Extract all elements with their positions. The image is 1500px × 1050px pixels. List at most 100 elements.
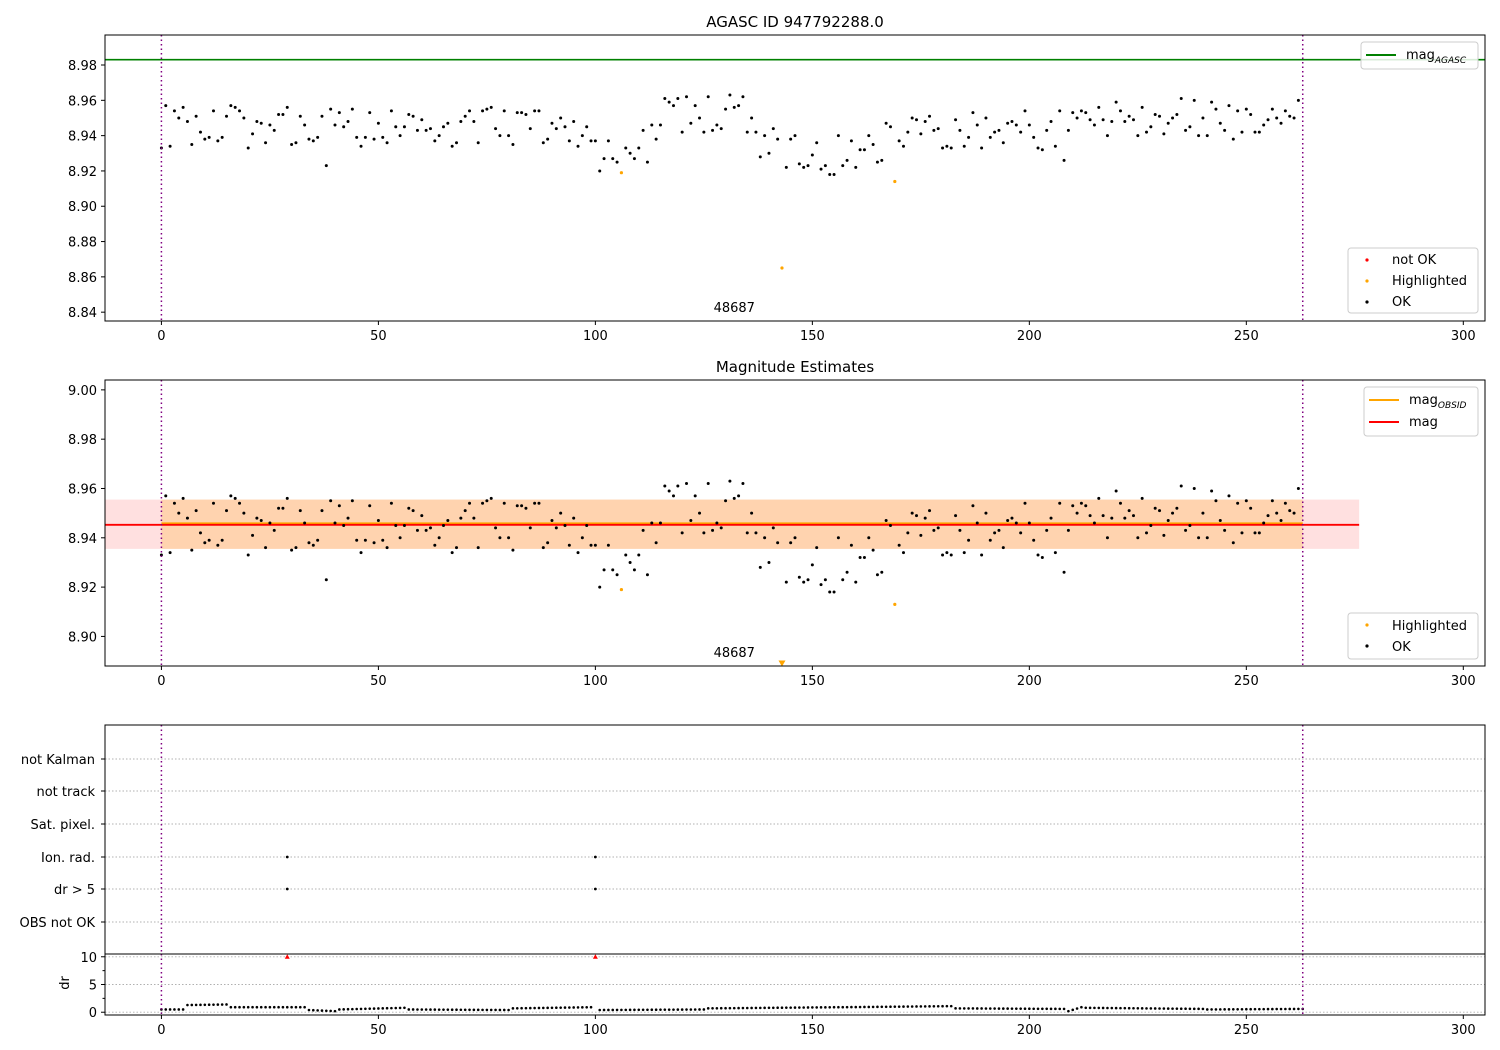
- ok-point: [802, 165, 806, 169]
- ok-point: [580, 134, 584, 138]
- dr-point: [1158, 1007, 1161, 1010]
- dr-point: [186, 1003, 189, 1007]
- dr-point: [290, 1005, 293, 1009]
- ok-point: [355, 135, 359, 139]
- ok-point: [1010, 516, 1014, 520]
- ok-point: [988, 538, 992, 542]
- dr-point: [962, 1007, 966, 1010]
- dr-point: [919, 1005, 923, 1008]
- ok-point: [350, 499, 354, 503]
- dr-point: [1218, 1008, 1222, 1011]
- ok-point: [954, 118, 958, 122]
- ok-point: [1136, 536, 1140, 540]
- ok-point: [954, 514, 958, 518]
- dr-point: [207, 1003, 211, 1007]
- ok-point: [645, 573, 649, 577]
- ok-point: [272, 128, 276, 132]
- ok-point: [520, 111, 524, 115]
- ok-point: [680, 531, 684, 535]
- dr-point: [1058, 1007, 1062, 1011]
- ok-point: [936, 127, 940, 131]
- ok-point: [828, 590, 832, 594]
- ok-point: [654, 541, 658, 545]
- dr-point: [1136, 1006, 1140, 1010]
- dr-point: [1214, 1008, 1218, 1011]
- dr-point: [1075, 1007, 1079, 1010]
- ok-point: [875, 160, 879, 164]
- dr-point: [177, 1008, 181, 1011]
- ok-point: [741, 482, 745, 486]
- dr-point: [763, 1006, 766, 1010]
- ok-point: [1201, 116, 1205, 120]
- ok-point: [1270, 499, 1274, 503]
- ok-point: [719, 526, 723, 530]
- x-tick-label: 150: [800, 1023, 825, 1038]
- x-tick-label: 300: [1451, 1023, 1476, 1038]
- ok-point: [1188, 523, 1192, 527]
- dr-point: [1232, 1008, 1235, 1011]
- dr-point: [607, 1008, 610, 1012]
- ok-point: [1105, 134, 1109, 138]
- ok-point: [967, 538, 971, 542]
- ok-point: [498, 134, 502, 138]
- ok-point: [468, 501, 472, 505]
- ok-point: [784, 165, 788, 169]
- dr-point: [576, 1006, 580, 1009]
- ok-point: [441, 523, 445, 527]
- ok-point: [229, 104, 233, 108]
- ok-point: [550, 121, 554, 125]
- dr-point: [398, 1006, 402, 1010]
- dr-point: [550, 1006, 554, 1010]
- ok-point: [1084, 111, 1088, 115]
- dr-point: [980, 1007, 983, 1010]
- ok-point: [593, 543, 597, 547]
- ok-point: [1123, 516, 1127, 520]
- ok-point: [381, 135, 385, 139]
- ok-point: [563, 125, 567, 129]
- flag-point: [593, 887, 597, 891]
- dr-point: [303, 1005, 306, 1009]
- ok-point: [750, 116, 754, 120]
- dr-point: [715, 1006, 719, 1010]
- ok-point: [845, 570, 849, 574]
- ok-point: [776, 541, 780, 545]
- ok-point: [1244, 107, 1248, 111]
- ok-point: [823, 164, 827, 168]
- ok-point: [363, 135, 367, 139]
- ok-point: [819, 583, 823, 587]
- x-tick-label: 300: [1451, 674, 1476, 689]
- ok-point: [450, 144, 454, 148]
- dr-point: [1045, 1007, 1048, 1011]
- ok-point: [906, 130, 910, 134]
- dr-point: [884, 1005, 888, 1009]
- dr-point: [1210, 1008, 1213, 1011]
- dr-point: [294, 1005, 298, 1009]
- ok-point: [615, 573, 619, 577]
- ok-point: [1010, 120, 1014, 124]
- ok-point: [481, 109, 485, 113]
- ok-point: [441, 125, 445, 129]
- legend-bottom: not OK Highlighted OK: [1347, 247, 1479, 314]
- ok-point: [593, 139, 597, 143]
- dr-point: [1010, 1007, 1014, 1010]
- ok-point: [1062, 158, 1066, 162]
- ok-point: [255, 516, 259, 520]
- ok-point: [602, 157, 606, 161]
- dr-point: [1140, 1007, 1144, 1010]
- ok-point: [1262, 521, 1266, 525]
- ok-point: [1040, 148, 1044, 152]
- x-tick-label: 150: [800, 329, 825, 344]
- ok-point: [559, 116, 563, 120]
- dr-point: [225, 1003, 228, 1006]
- legend-top: magOBSID mag: [1363, 386, 1479, 437]
- ok-point: [1171, 511, 1175, 515]
- dr-point: [181, 1008, 185, 1011]
- ok-point: [928, 509, 932, 513]
- dr-point: [542, 1006, 545, 1010]
- ok-point: [637, 146, 641, 150]
- ok-point: [554, 526, 558, 530]
- ok-point: [164, 104, 168, 108]
- ok-point: [789, 137, 793, 141]
- ok-point: [316, 538, 320, 542]
- ok-point: [867, 536, 871, 540]
